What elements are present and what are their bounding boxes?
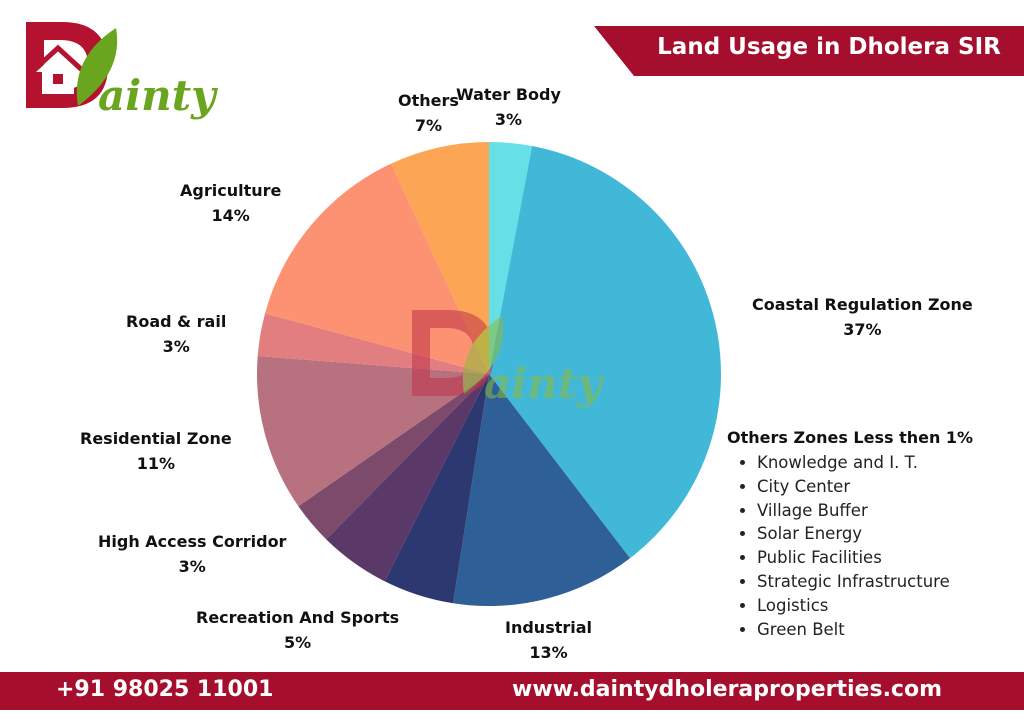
dainty-logo: ainty <box>26 22 218 120</box>
label-residential-zone: Residential Zone 11% <box>80 426 232 476</box>
house-window-icon <box>53 74 63 84</box>
label-road-rail: Road & rail 3% <box>126 309 226 359</box>
dainty-watermark: ainty <box>412 310 604 408</box>
pie-slice-high-access-corridor <box>298 374 489 540</box>
pie-slice-road-rail <box>257 313 489 374</box>
pie-slice-unlabeled-3 <box>384 374 489 604</box>
label-agriculture: Agriculture 14% <box>180 178 281 228</box>
slice-name: Agriculture <box>180 181 282 200</box>
other-zone-item: Solar Energy <box>757 522 973 546</box>
pie-slice-industrial <box>453 374 630 606</box>
other-zone-item: Logistics <box>757 594 973 618</box>
label-others: Others 7% <box>398 88 459 138</box>
other-zone-item: Strategic Infrastructure <box>757 570 973 594</box>
other-zones-list: Others Zones Less then 1% Knowledge and … <box>727 428 973 641</box>
slice-name: Water Body <box>456 85 561 104</box>
phone-number[interactable]: +91 98025 11001 <box>56 677 274 702</box>
slice-percent: 14% <box>211 206 250 225</box>
slice-percent: 5% <box>283 633 312 652</box>
slice-percent: 3% <box>178 557 206 576</box>
slice-percent: 37% <box>843 320 882 339</box>
label-recreation-sports: Recreation And Sports 5% <box>196 605 399 655</box>
other-zone-item: Green Belt <box>757 618 973 642</box>
slice-name: Road & rail <box>126 312 227 331</box>
label-industrial: Industrial 13% <box>505 615 592 665</box>
title-banner-shape <box>594 26 1024 76</box>
other-zone-item: Public Facilities <box>757 546 973 570</box>
slice-name: Industrial <box>505 618 593 637</box>
other-zone-item: Knowledge and I. T. <box>757 451 973 475</box>
slice-name: Others <box>398 91 459 110</box>
slice-percent: 11% <box>136 454 175 473</box>
other-zone-item: City Center <box>757 475 973 499</box>
website-link[interactable]: www.daintydholeraproperties.com <box>512 677 942 702</box>
logo-wordmark: ainty <box>98 71 218 120</box>
slice-name: Recreation And Sports <box>196 608 400 627</box>
label-water-body: Water Body 3% <box>456 82 561 132</box>
svg-text:ainty: ainty <box>484 359 604 408</box>
slice-percent: 3% <box>494 110 523 129</box>
pie-slice-water-body <box>489 142 533 374</box>
house-roof-icon <box>32 44 84 72</box>
slice-percent: 7% <box>414 116 443 135</box>
leaf-icon <box>76 28 118 106</box>
title-banner: Land Usage in Dholera SIR <box>594 26 1024 76</box>
label-coastal-regulation-zone: Coastal Regulation Zone 37% <box>752 292 973 342</box>
pie-slice-coastal-regulation-zone <box>489 146 721 559</box>
slice-name: High Access Corridor <box>98 532 287 551</box>
other-zones-heading: Others Zones Less then 1% <box>727 428 974 447</box>
house-icon <box>36 52 80 94</box>
slice-percent: 13% <box>529 643 568 662</box>
slice-name: Residential Zone <box>80 429 232 448</box>
footer-bar: +91 98025 11001 www.daintydholerapropert… <box>0 672 1024 710</box>
slice-name: Coastal Regulation Zone <box>752 295 973 314</box>
other-zone-item: Village Buffer <box>757 499 973 523</box>
label-high-access-corridor: High Access Corridor 3% <box>98 529 286 579</box>
chart-title: Land Usage in Dholera SIR <box>657 34 1001 60</box>
slice-percent: 3% <box>162 337 190 356</box>
pie-slice-recreation-and-sports <box>326 374 489 582</box>
